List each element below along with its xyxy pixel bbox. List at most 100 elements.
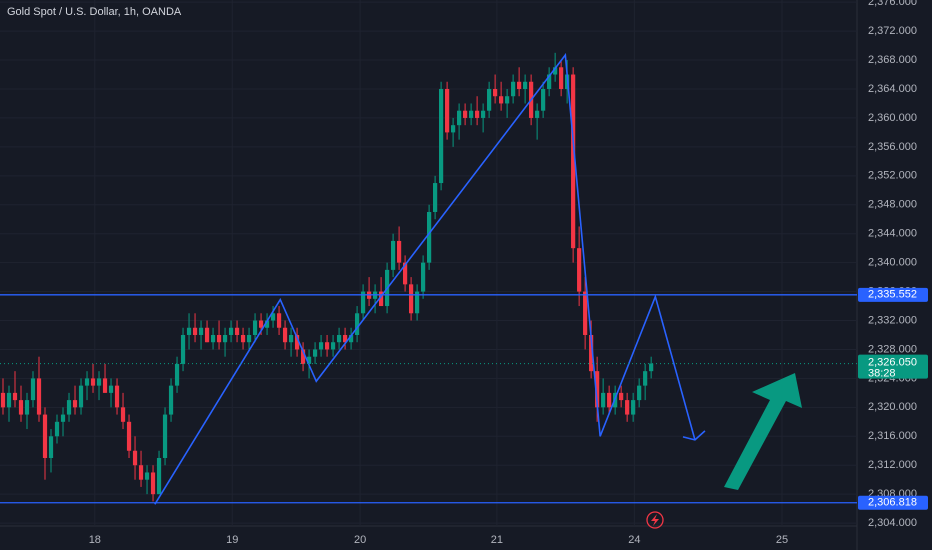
- level-label: 2,335.552: [868, 289, 917, 301]
- y-tick-label: 2,340.000: [868, 257, 917, 269]
- candle-body: [252, 320, 258, 335]
- candle-body: [457, 110, 462, 126]
- chart-title: Gold Spot / U.S. Dollar, 1h, OANDA: [7, 6, 182, 18]
- candle-body: [54, 421, 60, 437]
- candle-body: [318, 342, 324, 350]
- candle-body: [96, 378, 102, 386]
- candle-body: [487, 88, 492, 111]
- candle-body: [240, 334, 246, 343]
- x-tick-label: 24: [628, 534, 640, 546]
- y-tick-label: 2,328.000: [868, 343, 917, 355]
- candle-body: [72, 400, 78, 408]
- level-box: [858, 287, 928, 302]
- candle-body: [102, 378, 108, 393]
- candle-body: [132, 450, 138, 466]
- candle-body: [481, 110, 486, 118]
- candle-body: [24, 400, 30, 415]
- candle-body: [90, 378, 96, 386]
- candle-body: [619, 392, 624, 401]
- candle-body: [414, 291, 420, 314]
- candle-body: [505, 96, 510, 104]
- last-price-label: 2,326.050: [868, 356, 917, 368]
- candle-body: [463, 110, 468, 118]
- candle-body: [162, 414, 168, 458]
- overlay: [0, 52, 857, 505]
- candle-body: [0, 392, 6, 408]
- candle-body: [402, 262, 408, 285]
- last-price-box: [858, 354, 928, 379]
- candle-body: [12, 392, 18, 401]
- candle-body: [439, 88, 444, 184]
- candle-body: [625, 400, 630, 415]
- candle-body: [493, 88, 498, 97]
- candle-body: [571, 74, 576, 249]
- candle-body: [390, 240, 396, 270]
- candle-body: [282, 327, 288, 343]
- candle-body: [288, 334, 294, 343]
- candle-body: [511, 81, 516, 97]
- grid: [0, 0, 857, 526]
- x-tick-label: 25: [776, 534, 788, 546]
- candle-body: [210, 334, 216, 343]
- candle-body: [276, 313, 282, 328]
- candle-body: [114, 385, 120, 408]
- candle-body: [138, 465, 144, 480]
- x-tick-label: 20: [354, 534, 366, 546]
- candle-body: [408, 284, 414, 314]
- candle-body: [649, 363, 654, 372]
- candle-body: [553, 67, 558, 75]
- y-tick-label: 2,320.000: [868, 401, 917, 413]
- candle-body: [150, 472, 156, 495]
- y-tick-label: 2,316.000: [868, 430, 917, 442]
- candle-body: [342, 334, 348, 343]
- candle-body: [174, 363, 180, 386]
- candle-body: [541, 88, 546, 111]
- candle-body: [120, 407, 126, 422]
- candle-body: [228, 327, 234, 335]
- candle-body: [420, 262, 426, 292]
- candle-body: [48, 436, 54, 458]
- y-tick-label: 2,312.000: [868, 459, 917, 471]
- countdown-label: 38:28: [868, 367, 896, 379]
- candle-body: [469, 110, 474, 118]
- candle-body: [234, 327, 240, 335]
- candle-body: [126, 421, 132, 451]
- candle-body: [294, 334, 300, 350]
- candle-body: [559, 67, 564, 89]
- candle-body: [6, 392, 12, 408]
- x-tick-label: 21: [491, 534, 503, 546]
- candle-body: [475, 110, 480, 118]
- candle-body: [216, 334, 222, 343]
- candle-body: [547, 74, 552, 89]
- candle-body: [30, 378, 36, 401]
- candle-body: [186, 327, 192, 335]
- candle-body: [258, 320, 264, 328]
- candle-body: [595, 371, 600, 408]
- candle-body: [451, 125, 456, 133]
- candle-body: [396, 240, 402, 263]
- candle-body: [535, 110, 540, 118]
- candle-body: [144, 472, 150, 480]
- y-tick-label: 2,352.000: [868, 170, 917, 182]
- candle-body: [66, 400, 72, 415]
- candle-body: [517, 81, 522, 89]
- candle-body: [168, 385, 174, 415]
- candle-body: [264, 320, 270, 328]
- candle-body: [222, 334, 228, 343]
- candle-body: [607, 392, 612, 408]
- candle-body: [643, 371, 648, 386]
- y-tick-label: 2,356.000: [868, 141, 917, 153]
- candle-body: [78, 385, 84, 408]
- candle-body: [36, 378, 42, 415]
- candle-body: [589, 334, 594, 372]
- candle-body: [84, 378, 90, 386]
- x-tick-label: 19: [226, 534, 238, 546]
- candle-body: [192, 327, 198, 335]
- candle-body: [433, 183, 438, 212]
- candle-body: [156, 457, 162, 495]
- level-label: 2,306.818: [868, 497, 917, 509]
- candle-body: [348, 334, 354, 343]
- candle-body: [246, 334, 252, 343]
- candle-body: [18, 400, 24, 415]
